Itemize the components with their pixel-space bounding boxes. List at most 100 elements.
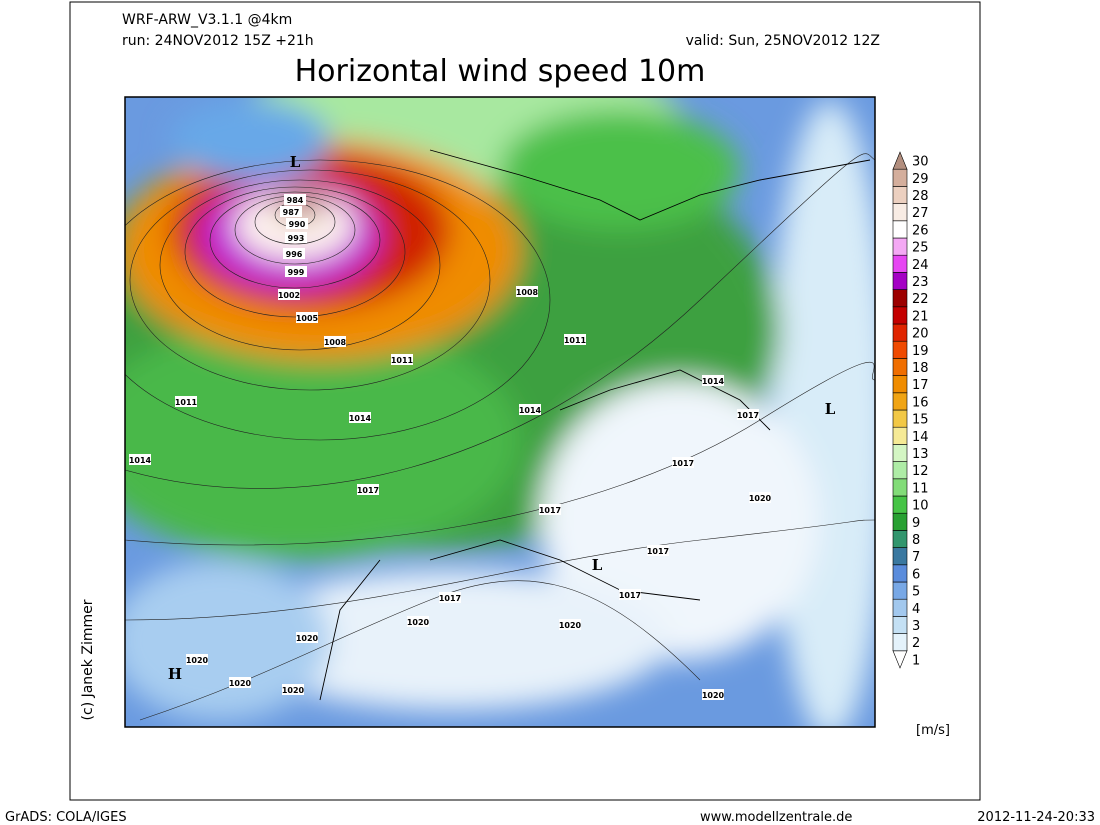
isobar-label-bg [186,654,208,665]
isobar-label: 1008 [516,288,539,297]
colorbar-swatch [892,444,908,462]
isobar-label: 1020 [559,621,582,630]
colorbar-label: 28 [912,189,929,204]
colorbar-swatch [892,426,908,445]
colorbar-label: 18 [912,361,929,376]
colorbar-label: 1 [912,653,920,668]
isobar-label: 996 [286,250,303,259]
pressure-center: H [168,665,182,683]
isobar-label-bg [324,336,346,347]
isobar-label-bg [283,248,305,259]
frame [69,1,981,801]
isobar-label-bg [282,684,304,695]
isobar-label: 1020 [407,618,430,627]
colorbar-swatch [892,616,908,634]
isobar-label-bg [391,354,413,365]
isobar-label-bg [564,334,586,345]
model: WRF-ARW_V3.1.1 @4km [122,12,292,28]
isobar-label-bg [516,286,538,297]
colorbar-swatch [892,289,908,308]
colorbar-label: 25 [912,241,929,256]
isobar-label: 990 [289,220,306,229]
colorbar-label: 27 [912,206,929,221]
colorbar-label: 7 [912,550,920,565]
colorbar-swatch [892,272,908,290]
isobar-label: 1017 [619,591,641,600]
footer-left: GrADS: COLA/IGES [5,810,127,825]
isobar-label-bg [737,409,759,420]
isobar-label-bg [284,194,306,205]
colorbar-swatch [892,203,908,222]
isobar-label: 1005 [296,314,319,323]
colorbar-label: 20 [912,327,929,342]
colorbar-swatch [892,186,908,204]
colorbar-swatch [892,237,908,256]
colorbar-label: 14 [912,430,929,445]
isobar-label: 1002 [278,291,300,300]
colorbar-swatch [892,650,908,669]
colorbar-swatch [892,151,908,170]
isobar-label-bg [519,404,541,415]
isobar-label: 1020 [282,686,305,695]
colorbar-swatch [892,633,908,652]
isobar-label-bg [619,589,641,600]
colorbar-label: 12 [912,464,929,479]
colorbar-label: 26 [912,223,929,238]
footer-center: www.modellzentrale.de [700,810,852,825]
colorbar-label: 22 [912,292,929,307]
colorbar-swatch [892,564,908,583]
isobar-label-bg [285,232,307,243]
colorbar-swatch [892,409,908,428]
isobar-label: 1017 [737,411,759,420]
isobar-label: 993 [288,234,305,243]
isobar-label: 984 [287,196,304,205]
colorbar-swatch [892,254,908,273]
isobar-label-bg [539,504,561,515]
isobar-label-bg [672,457,694,468]
colorbar-label: 4 [912,602,920,617]
isobar-label: 1014 [702,377,725,386]
map-border [124,96,876,728]
colorbar-label: 17 [912,378,929,393]
colorbar-swatch [892,323,908,342]
isobar-label: 1020 [186,656,209,665]
pressure-center: L [825,400,836,418]
footer-right: 2012-11-24-20:33 [977,810,1095,825]
colorbar-swatch [892,461,908,480]
colorbar-swatch [892,375,908,394]
colorbar-label: 3 [912,619,920,634]
colorbar-swatch [892,358,908,376]
pressure-center: L [592,556,603,574]
credit: (c) Janek Zimmer [80,599,96,720]
isobar-label-bg [285,266,307,277]
colorbar-label: 21 [912,309,929,324]
isobar-label: 1014 [519,406,542,415]
isobar-label: 987 [283,208,300,217]
isobar-label: 1020 [749,494,772,503]
isobar-label: 1020 [229,679,252,688]
pressure-center: L [290,153,301,171]
isobar-label-bg [439,592,461,603]
isobar-label: 1017 [439,594,461,603]
colorbar-label: 29 [912,172,929,187]
colorbar-label: 30 [912,155,929,170]
colorbar-swatch [892,530,908,548]
isobar-label-bg [407,616,429,627]
isobar-label-bg [229,677,251,688]
colorbar-label: 10 [912,499,929,514]
isobar-label: 1017 [357,486,379,495]
isobar-label-bg [702,375,724,386]
isobar-label-bg [296,312,318,323]
colorbar-label: 2 [912,636,920,651]
colorbar-swatch [892,220,908,239]
colorbar-label: 23 [912,275,929,290]
map [125,97,875,727]
isobar-label: 1011 [564,336,587,345]
isobar-label-bg [749,492,771,503]
colorbar-label: 6 [912,567,920,582]
valid: valid: Sun, 25NOV2012 12Z [686,33,880,49]
isobar-label-bg [278,289,300,300]
isobar-label-bg [559,619,581,630]
colorbar-swatch [892,306,908,325]
isobar-label: 1011 [175,398,198,407]
